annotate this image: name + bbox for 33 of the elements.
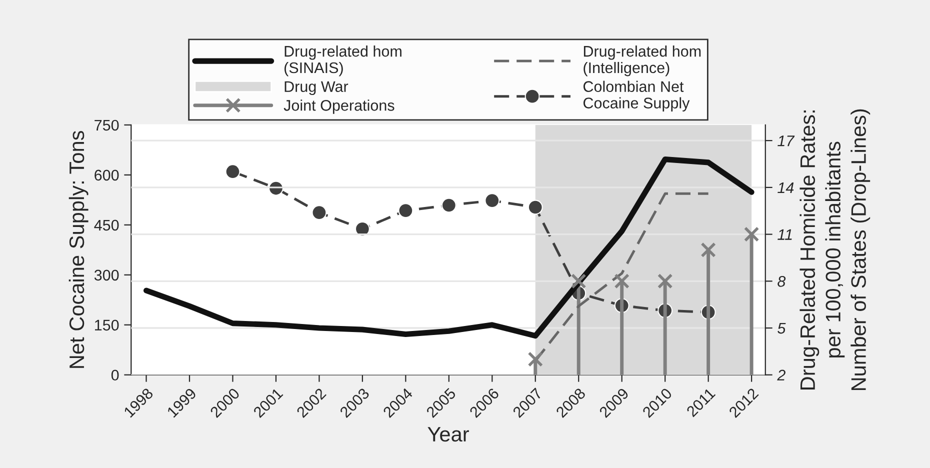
point	[484, 193, 500, 208]
point	[570, 274, 586, 289]
legend-label: Joint Operations	[284, 100, 394, 114]
x-axis-title: Year	[428, 427, 469, 442]
y-tick-label: 150	[95, 320, 119, 331]
legend-label: Drug-related hom (Intelligence)	[584, 46, 701, 76]
point	[744, 226, 760, 242]
legend-label: Colombian Net Cocaine Supply	[583, 80, 690, 112]
y2-tick-label: 17	[778, 136, 795, 146]
point	[657, 274, 673, 289]
legend-label: Drug War	[284, 81, 348, 96]
point	[225, 164, 240, 180]
point	[441, 198, 456, 213]
y2-axis-title: Drug-Related Homicide Rates: per 100,000 inhabitants Number of States (Drop-Lines)	[800, 109, 870, 390]
y2-tick-label: 2	[777, 370, 786, 380]
point	[700, 242, 716, 258]
point	[528, 200, 543, 215]
y-axis-title: Net Cocaine Supply: Tons	[68, 130, 88, 368]
legend-label: Drug-related hom (SINAIS)	[284, 46, 402, 76]
point	[354, 221, 370, 236]
y-tick-label: 750	[94, 120, 119, 131]
point	[398, 203, 414, 218]
y-tick-label: 0	[111, 370, 119, 381]
y2-tick-label: 11	[778, 229, 792, 240]
y-tick-label: 300	[94, 270, 119, 281]
y-tick-label: 600	[94, 170, 119, 181]
point	[614, 274, 630, 289]
y-tick-label: 450	[94, 220, 119, 231]
y2-tick-label: 14	[778, 182, 794, 193]
y2-tick-label: 5	[778, 323, 786, 334]
y2-tick-label: 8	[778, 276, 786, 287]
point	[528, 352, 544, 367]
point	[312, 205, 327, 220]
